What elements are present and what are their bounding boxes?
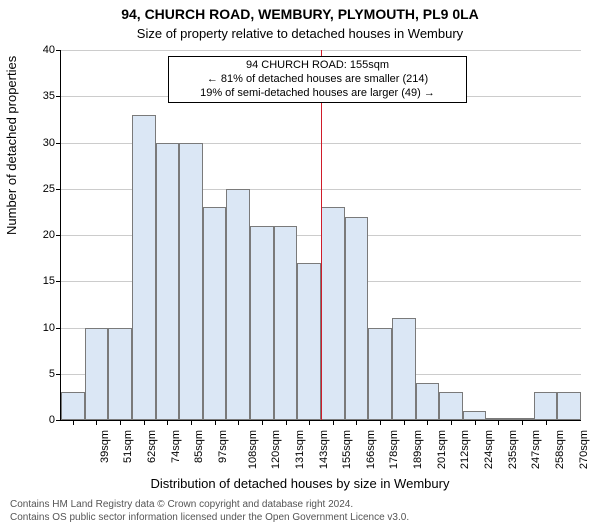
x-tick-label: 39sqm xyxy=(99,430,111,463)
histogram-bar xyxy=(297,263,321,420)
y-tick-label: 35 xyxy=(25,90,55,102)
x-tick-mark xyxy=(356,420,357,425)
x-tick-mark xyxy=(215,420,216,425)
x-tick-label: 74sqm xyxy=(170,430,182,463)
x-tick-mark xyxy=(333,420,334,425)
x-tick-mark xyxy=(262,420,263,425)
histogram-bar xyxy=(108,328,132,421)
x-tick-label: 131sqm xyxy=(294,430,306,469)
histogram-bar xyxy=(416,383,440,420)
histogram-bar xyxy=(156,143,180,421)
x-tick-mark xyxy=(427,420,428,425)
x-tick-label: 189sqm xyxy=(412,430,424,469)
histogram-bar xyxy=(203,207,227,420)
title-sub: Size of property relative to detached ho… xyxy=(0,26,600,41)
x-tick-mark xyxy=(309,420,310,425)
x-tick-mark xyxy=(238,420,239,425)
x-tick-label: 62sqm xyxy=(146,430,158,463)
y-tick-mark xyxy=(56,143,61,144)
y-tick-mark xyxy=(56,420,61,421)
x-tick-label: 201sqm xyxy=(436,430,448,469)
y-tick-mark xyxy=(56,235,61,236)
x-tick-label: 108sqm xyxy=(247,430,259,469)
x-tick-label: 247sqm xyxy=(530,430,542,469)
annotation-box: 94 CHURCH ROAD: 155sqm ← 81% of detached… xyxy=(168,56,467,103)
histogram-bar xyxy=(321,207,345,420)
x-tick-mark xyxy=(475,420,476,425)
histogram-bar xyxy=(557,392,581,420)
annotation-line-2: ← 81% of detached houses are smaller (21… xyxy=(175,73,460,87)
histogram-bar xyxy=(463,411,487,420)
title-main: 94, CHURCH ROAD, WEMBURY, PLYMOUTH, PL9 … xyxy=(0,6,600,22)
y-tick-label: 10 xyxy=(25,322,55,334)
x-tick-mark xyxy=(120,420,121,425)
x-tick-mark xyxy=(498,420,499,425)
x-tick-label: 51sqm xyxy=(122,430,134,463)
histogram-bar xyxy=(132,115,156,420)
x-tick-mark xyxy=(167,420,168,425)
x-tick-mark xyxy=(451,420,452,425)
chart-container: 94, CHURCH ROAD, WEMBURY, PLYMOUTH, PL9 … xyxy=(0,0,600,500)
x-tick-label: 178sqm xyxy=(389,430,401,469)
x-tick-label: 270sqm xyxy=(578,430,590,469)
y-tick-label: 20 xyxy=(25,229,55,241)
histogram-bar xyxy=(274,226,298,420)
x-tick-mark xyxy=(522,420,523,425)
x-tick-mark xyxy=(73,420,74,425)
y-tick-label: 40 xyxy=(25,44,55,56)
y-axis-label: Number of detached properties xyxy=(4,56,19,235)
histogram-bar xyxy=(368,328,392,421)
histogram-bar xyxy=(345,217,369,421)
x-tick-mark xyxy=(144,420,145,425)
footer-line-2: Contains OS public sector information li… xyxy=(10,511,409,524)
x-tick-label: 155sqm xyxy=(341,430,353,469)
x-tick-mark xyxy=(546,420,547,425)
plot-area xyxy=(60,50,581,421)
histogram-bar xyxy=(439,392,463,420)
y-tick-mark xyxy=(56,281,61,282)
x-tick-label: 235sqm xyxy=(507,430,519,469)
histogram-bar xyxy=(534,392,558,420)
annotation-line-3: 19% of semi-detached houses are larger (… xyxy=(175,87,460,101)
x-tick-label: 166sqm xyxy=(365,430,377,469)
y-tick-mark xyxy=(56,189,61,190)
y-tick-mark xyxy=(56,374,61,375)
x-tick-mark xyxy=(286,420,287,425)
x-tick-label: 258sqm xyxy=(554,430,566,469)
y-tick-mark xyxy=(56,328,61,329)
histogram-bar xyxy=(250,226,274,420)
x-axis-label: Distribution of detached houses by size … xyxy=(0,476,600,491)
annotation-line-1: 94 CHURCH ROAD: 155sqm xyxy=(175,59,460,73)
x-tick-mark xyxy=(404,420,405,425)
x-tick-label: 212sqm xyxy=(460,430,472,469)
histogram-bar xyxy=(61,392,85,420)
histogram-bar xyxy=(85,328,109,421)
x-tick-label: 97sqm xyxy=(217,430,229,463)
x-tick-label: 224sqm xyxy=(483,430,495,469)
x-tick-mark xyxy=(96,420,97,425)
y-tick-mark xyxy=(56,50,61,51)
footer: Contains HM Land Registry data © Crown c… xyxy=(10,498,409,524)
histogram-bar xyxy=(392,318,416,420)
reference-line xyxy=(321,50,322,420)
y-tick-label: 0 xyxy=(25,414,55,426)
y-tick-mark xyxy=(56,96,61,97)
x-tick-mark xyxy=(380,420,381,425)
histogram-bar xyxy=(226,189,250,420)
x-tick-label: 143sqm xyxy=(318,430,330,469)
y-tick-label: 15 xyxy=(25,275,55,287)
x-tick-mark xyxy=(191,420,192,425)
y-tick-label: 25 xyxy=(25,183,55,195)
histogram-bar xyxy=(179,143,203,421)
y-tick-label: 5 xyxy=(25,368,55,380)
x-tick-label: 85sqm xyxy=(193,430,205,463)
y-tick-label: 30 xyxy=(25,137,55,149)
x-tick-label: 120sqm xyxy=(270,430,282,469)
